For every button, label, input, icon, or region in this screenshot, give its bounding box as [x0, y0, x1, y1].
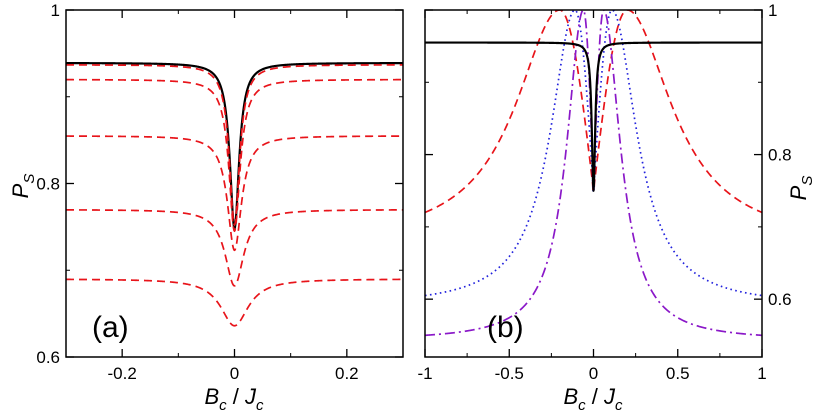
x-tick-label: -0.5	[495, 364, 524, 383]
panel-b-ticks: -1 -0.5 0 0.5 1 0.6 0.8 1	[417, 1, 791, 383]
svg-text:PS: PS	[8, 174, 38, 199]
panel-a-xlabel: Bc / Jc	[204, 384, 264, 414]
panel-b-tag: (b)	[487, 311, 524, 344]
panel-b-curves	[425, 10, 762, 337]
panel-b-xlabel: Bc / Jc	[563, 384, 623, 414]
x-tick-label: 0.5	[666, 364, 690, 383]
y-tick-label: 1	[768, 1, 777, 20]
panel-a-ylabel: PS	[8, 174, 38, 199]
svg-text:PS: PS	[786, 176, 816, 201]
series-line-black-solid	[425, 41, 762, 192]
x-tick-label: 0.2	[335, 364, 359, 383]
panel-a-xlabel-main: B	[204, 384, 219, 409]
panel-a-xlabel-slash: /	[227, 384, 245, 409]
y-tick-label: 0.6	[36, 348, 60, 367]
panel-b-xlabel-main: B	[563, 384, 578, 409]
panel-a-xlabel-sub2: c	[256, 397, 264, 414]
panel-b: -1 -0.5 0 0.5 1 0.6 0.8 1 (b) PS Bc / Jc	[417, 1, 816, 414]
series-line-exact	[66, 61, 403, 230]
panel-b-xlabel-main2: J	[603, 384, 616, 409]
series-line-approx-1	[66, 64, 403, 226]
y-tick-label: 1	[51, 1, 60, 20]
panel-a-xlabel-sub1: c	[219, 397, 227, 414]
x-tick-label: -1	[417, 364, 432, 383]
panel-b-ylabel-sub: S	[799, 176, 816, 186]
panel-a-ticks: -0.2 0 0.2 0.6 0.8 1	[36, 1, 403, 383]
panel-a-tag: (a)	[92, 311, 129, 344]
series-line-purple-dashdot	[425, 10, 762, 337]
panel-b-xlabel-sub2: c	[615, 397, 623, 414]
y-tick-label: 0.8	[768, 146, 792, 165]
series-line-approx-3	[66, 135, 403, 252]
panel-b-ylabel: PS	[786, 176, 816, 201]
x-tick-label: 1	[757, 364, 766, 383]
series-line-red-dashed	[425, 10, 762, 214]
x-tick-label: -0.2	[108, 364, 137, 383]
panel-a: -0.2 0 0.2 0.6 0.8 1 (a) PS Bc / Jc	[8, 1, 404, 414]
panel-b-ylabel-main: P	[786, 185, 811, 200]
panel-a-curves	[66, 61, 403, 327]
panel-a-frame	[65, 9, 404, 358]
y-tick-label: 0.8	[36, 175, 60, 194]
x-tick-label: 0	[589, 364, 598, 383]
panel-b-xlabel-sub1: c	[578, 397, 586, 414]
y-tick-label: 0.6	[768, 290, 792, 309]
series-line-approx-5	[66, 278, 403, 327]
panel-a-ylabel-main: P	[8, 183, 33, 198]
x-tick-label: 0	[230, 364, 239, 383]
series-line-blue-dotted	[425, 10, 762, 297]
panel-a-ylabel-sub: S	[21, 174, 38, 184]
series-line-approx-4	[66, 209, 403, 287]
panel-a-xlabel-main2: J	[244, 384, 257, 409]
panel-b-xlabel-slash: /	[586, 384, 604, 409]
series-line-approx-2	[66, 78, 403, 233]
